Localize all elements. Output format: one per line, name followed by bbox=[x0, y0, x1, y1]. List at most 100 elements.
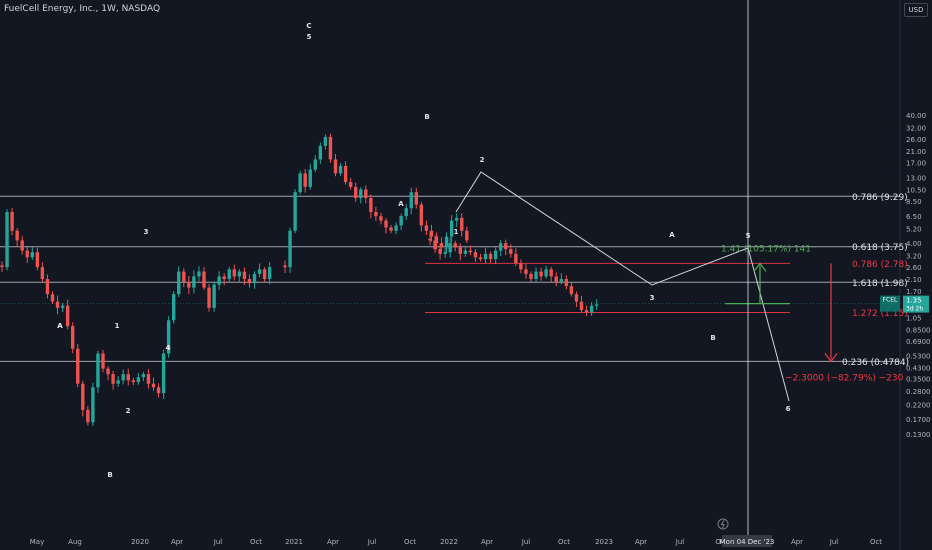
candle-body bbox=[448, 243, 452, 253]
candle-body bbox=[453, 243, 457, 248]
candle-body bbox=[488, 253, 493, 260]
candle-body bbox=[343, 166, 348, 183]
candle-body bbox=[354, 186, 358, 199]
candle-body bbox=[247, 279, 252, 284]
y-tick-label: 0.1700 bbox=[906, 416, 931, 424]
candle-body bbox=[549, 269, 553, 277]
wave-label: 2 bbox=[126, 407, 131, 415]
candle-body bbox=[303, 173, 307, 187]
candle-body bbox=[429, 230, 434, 237]
candle-body bbox=[359, 189, 363, 199]
x-tick-label: Oct bbox=[870, 538, 882, 546]
x-tick-label: 2023 bbox=[595, 538, 613, 546]
fib-level-label: 0.236 (0.4784) bbox=[842, 358, 909, 368]
wave-label: C bbox=[306, 22, 311, 30]
y-tick-label: 3.20 bbox=[906, 253, 922, 261]
candle-body bbox=[493, 250, 498, 260]
candle-body bbox=[237, 271, 242, 277]
x-tick-label: Jul bbox=[675, 538, 685, 546]
candle-body bbox=[569, 286, 574, 295]
x-tick-label: 2021 bbox=[285, 538, 303, 546]
y-tick-label: 26.00 bbox=[906, 136, 926, 144]
wave-label: 4 bbox=[166, 344, 171, 352]
candle-body bbox=[478, 257, 483, 260]
wave-label: A bbox=[669, 231, 675, 239]
candle-body bbox=[483, 253, 488, 260]
candle-body bbox=[252, 273, 257, 284]
y-tick-label: 2.10 bbox=[906, 276, 922, 284]
wave-label: 5 bbox=[307, 33, 312, 41]
wave-label: 4 bbox=[166, 344, 171, 352]
wave-label: 2 bbox=[480, 156, 485, 164]
candle-body bbox=[564, 279, 569, 287]
candle-body bbox=[86, 409, 90, 423]
y-tick-label: 0.2200 bbox=[906, 402, 931, 410]
candle-body bbox=[30, 252, 34, 258]
y-tick-label: 6.50 bbox=[906, 213, 922, 221]
candle-body bbox=[433, 240, 437, 250]
candle-body bbox=[404, 208, 408, 217]
y-tick-label: 1.70 bbox=[906, 288, 922, 296]
wave-label: B bbox=[107, 471, 112, 479]
candle-body bbox=[444, 236, 449, 248]
wave-label: 3 bbox=[144, 228, 149, 236]
candle-body bbox=[101, 353, 105, 369]
candle-body bbox=[338, 166, 343, 174]
candle-body bbox=[106, 368, 110, 375]
crosshair-date-box bbox=[722, 535, 772, 547]
candle-body bbox=[333, 159, 338, 174]
candle-body bbox=[136, 377, 141, 382]
candle-body bbox=[468, 250, 473, 253]
price-tag-value: 1.35 bbox=[906, 297, 922, 305]
candle-body bbox=[589, 305, 594, 313]
x-tick-label: May bbox=[30, 538, 44, 546]
candle-body bbox=[172, 294, 176, 321]
candle-body bbox=[116, 380, 120, 384]
candle-body bbox=[594, 304, 599, 306]
candle-body bbox=[192, 276, 196, 288]
candle-body bbox=[65, 305, 70, 327]
x-tick-label: Apr bbox=[481, 538, 493, 546]
candle-body bbox=[554, 276, 558, 282]
candle-body bbox=[91, 387, 95, 423]
y-tick-label: 1.05 bbox=[906, 315, 922, 323]
candle-body bbox=[574, 294, 579, 302]
candle-body bbox=[428, 238, 432, 241]
currency-button[interactable]: USD bbox=[904, 3, 928, 17]
candle-body bbox=[262, 269, 267, 280]
candle-body bbox=[96, 353, 100, 388]
candle-body bbox=[414, 192, 418, 205]
y-tick-label: 21.00 bbox=[906, 148, 926, 156]
candle-body bbox=[308, 169, 312, 187]
candle-body bbox=[374, 212, 378, 217]
candle-body bbox=[534, 271, 538, 280]
candle-body bbox=[217, 276, 221, 285]
candle-body bbox=[71, 326, 75, 349]
candle-body bbox=[76, 348, 80, 384]
symbol-title: FuelCell Energy, Inc., 1W, NASDAQ bbox=[4, 4, 161, 14]
wave-label: B bbox=[424, 113, 429, 121]
y-tick-label: 10.50 bbox=[906, 186, 926, 194]
candle-body bbox=[434, 236, 439, 244]
fib-level-label: 1.618 (1.98) bbox=[852, 279, 908, 289]
candle-body bbox=[519, 263, 523, 270]
candle-body bbox=[384, 220, 388, 228]
timeline-icon-bolt bbox=[720, 519, 725, 529]
wave-label: A bbox=[398, 200, 404, 208]
wave-label: A bbox=[57, 322, 63, 330]
candle-body bbox=[438, 249, 442, 254]
candle-body bbox=[504, 243, 508, 250]
candle-body bbox=[242, 271, 247, 280]
wave-label: B bbox=[710, 334, 715, 342]
y-tick-label: 8.50 bbox=[906, 198, 922, 206]
candle-body bbox=[313, 159, 317, 170]
candle-body bbox=[529, 273, 533, 280]
candle-body bbox=[559, 279, 563, 282]
candle-body bbox=[328, 136, 333, 160]
projection-down-arrowhead bbox=[824, 352, 838, 363]
candle-body bbox=[232, 269, 236, 277]
candle-body bbox=[283, 265, 287, 268]
y-tick-label: 13.00 bbox=[906, 175, 926, 183]
